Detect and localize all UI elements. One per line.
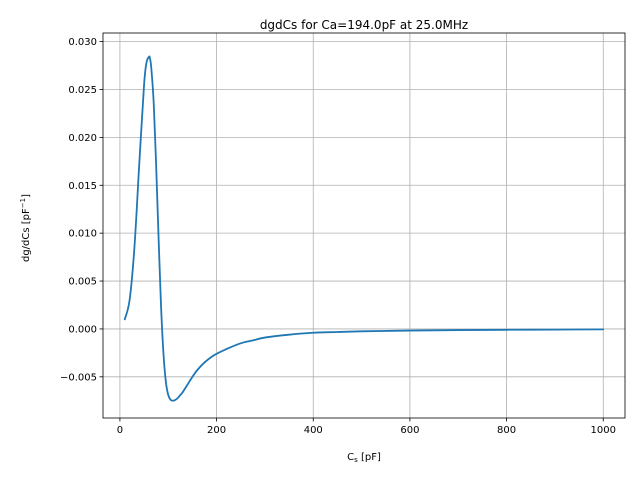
- x-axis-label: Cs [pF]: [347, 452, 381, 464]
- y-axis-label: dg/dCs [pF−1]: [19, 194, 32, 262]
- x-tick-label: 1000: [591, 425, 616, 436]
- x-axis-label-main: C: [347, 452, 354, 463]
- y-axis-label-main: dg/dCs [pF: [21, 208, 32, 262]
- y-axis-label-superscript: −1: [19, 198, 27, 208]
- plot-frame: [102, 32, 626, 419]
- x-axis-label-unit: [pF]: [358, 452, 381, 463]
- x-tick-label: 600: [400, 425, 419, 436]
- y-axis: −0.005 0.000 0.005 0.010 0.015 0.020 0.025 0.03…: [60, 37, 103, 383]
- y-tick-label: 0.010: [68, 229, 97, 240]
- data-series-line: [123, 55, 605, 402]
- y-tick-label: 0.015: [68, 181, 97, 192]
- grid: [103, 33, 625, 418]
- y-tick-label: 0.000: [68, 324, 97, 335]
- y-axis-label-end: ]: [21, 194, 32, 198]
- y-tick-label: 0.030: [68, 37, 97, 48]
- x-tick-label: 0: [117, 425, 123, 436]
- y-tick-label: 0.025: [68, 85, 97, 96]
- chart-title: dgdCs for Ca=194.0pF at 25.0MHz: [260, 18, 468, 32]
- x-tick-label: 800: [497, 425, 516, 436]
- x-tick-label: 200: [207, 425, 226, 436]
- data-line-layer: [123, 55, 605, 402]
- y-tick-label: 0.020: [68, 133, 97, 144]
- x-axis-label-subscript: s: [354, 456, 358, 464]
- x-axis: 0 200 400 600 800 1000: [117, 418, 616, 436]
- x-tick-label: 400: [304, 425, 323, 436]
- y-tick-label: 0.005: [68, 277, 97, 288]
- y-tick-label: −0.005: [60, 372, 97, 383]
